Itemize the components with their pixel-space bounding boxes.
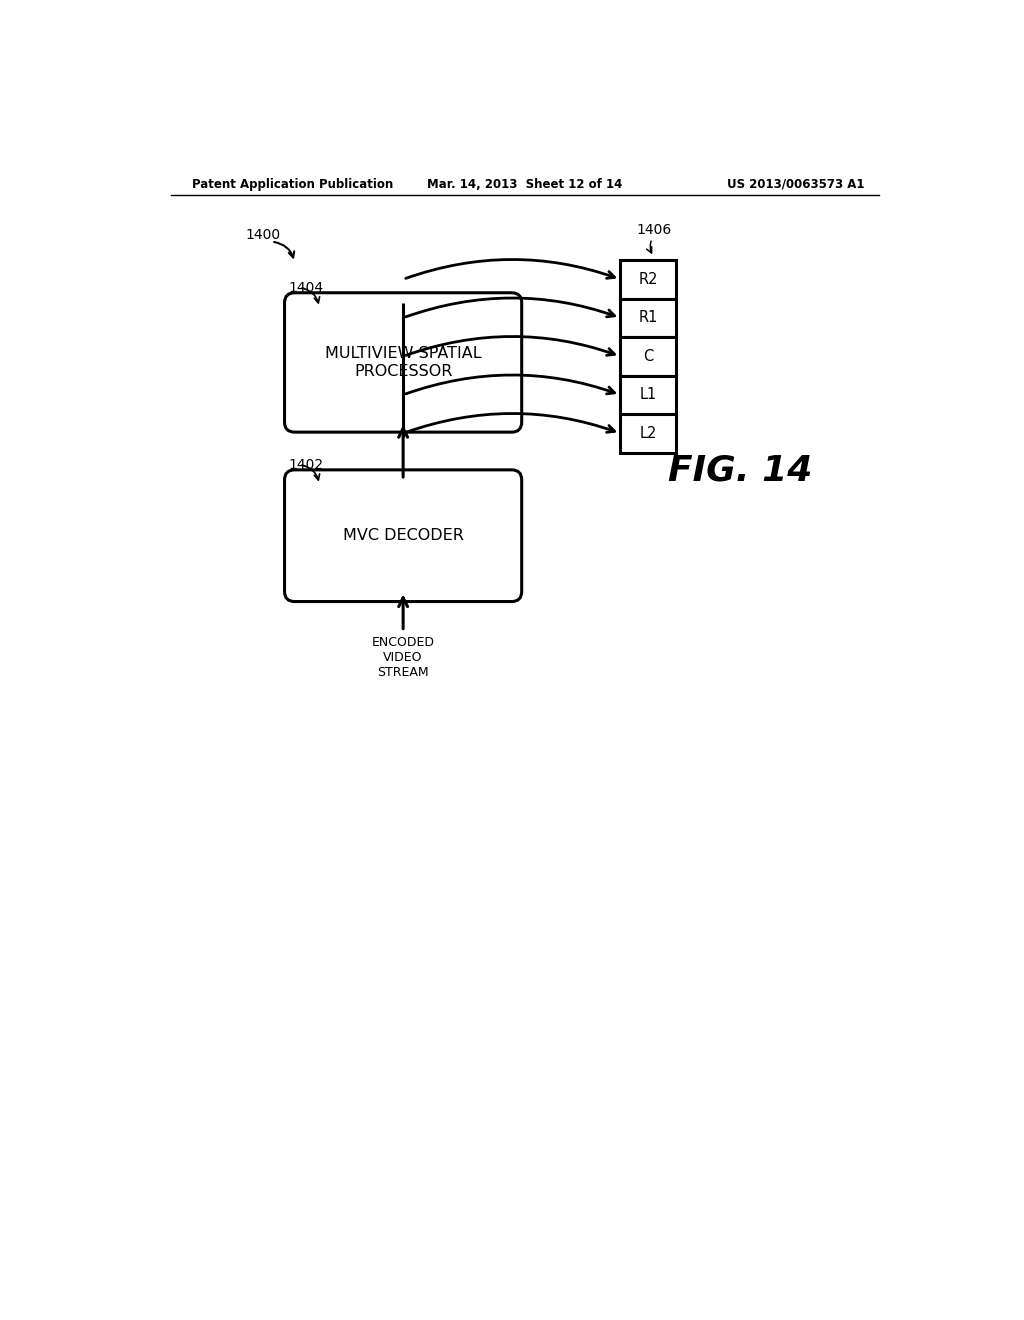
Text: R2: R2: [638, 272, 657, 286]
Bar: [621, 337, 676, 376]
FancyBboxPatch shape: [285, 470, 521, 602]
Text: C: C: [643, 348, 653, 364]
Bar: [621, 260, 676, 298]
Text: FIG. 14: FIG. 14: [668, 453, 812, 487]
Text: 1400: 1400: [246, 227, 281, 242]
Text: US 2013/0063573 A1: US 2013/0063573 A1: [727, 178, 864, 190]
Bar: [621, 414, 676, 453]
Bar: [621, 376, 676, 414]
Text: L2: L2: [639, 426, 656, 441]
Text: 1406: 1406: [637, 223, 672, 238]
Text: 1402: 1402: [289, 458, 324, 473]
Text: ENCODED
VIDEO
STREAM: ENCODED VIDEO STREAM: [372, 636, 434, 680]
Text: MVC DECODER: MVC DECODER: [343, 528, 464, 544]
FancyBboxPatch shape: [285, 293, 521, 432]
Text: Mar. 14, 2013  Sheet 12 of 14: Mar. 14, 2013 Sheet 12 of 14: [427, 178, 623, 190]
Text: R1: R1: [638, 310, 657, 325]
Text: 1404: 1404: [289, 281, 324, 296]
Text: MULTIVIEW SPATIAL
PROCESSOR: MULTIVIEW SPATIAL PROCESSOR: [325, 346, 481, 379]
Text: L1: L1: [639, 387, 656, 403]
Text: Patent Application Publication: Patent Application Publication: [191, 178, 393, 190]
Bar: [621, 298, 676, 337]
